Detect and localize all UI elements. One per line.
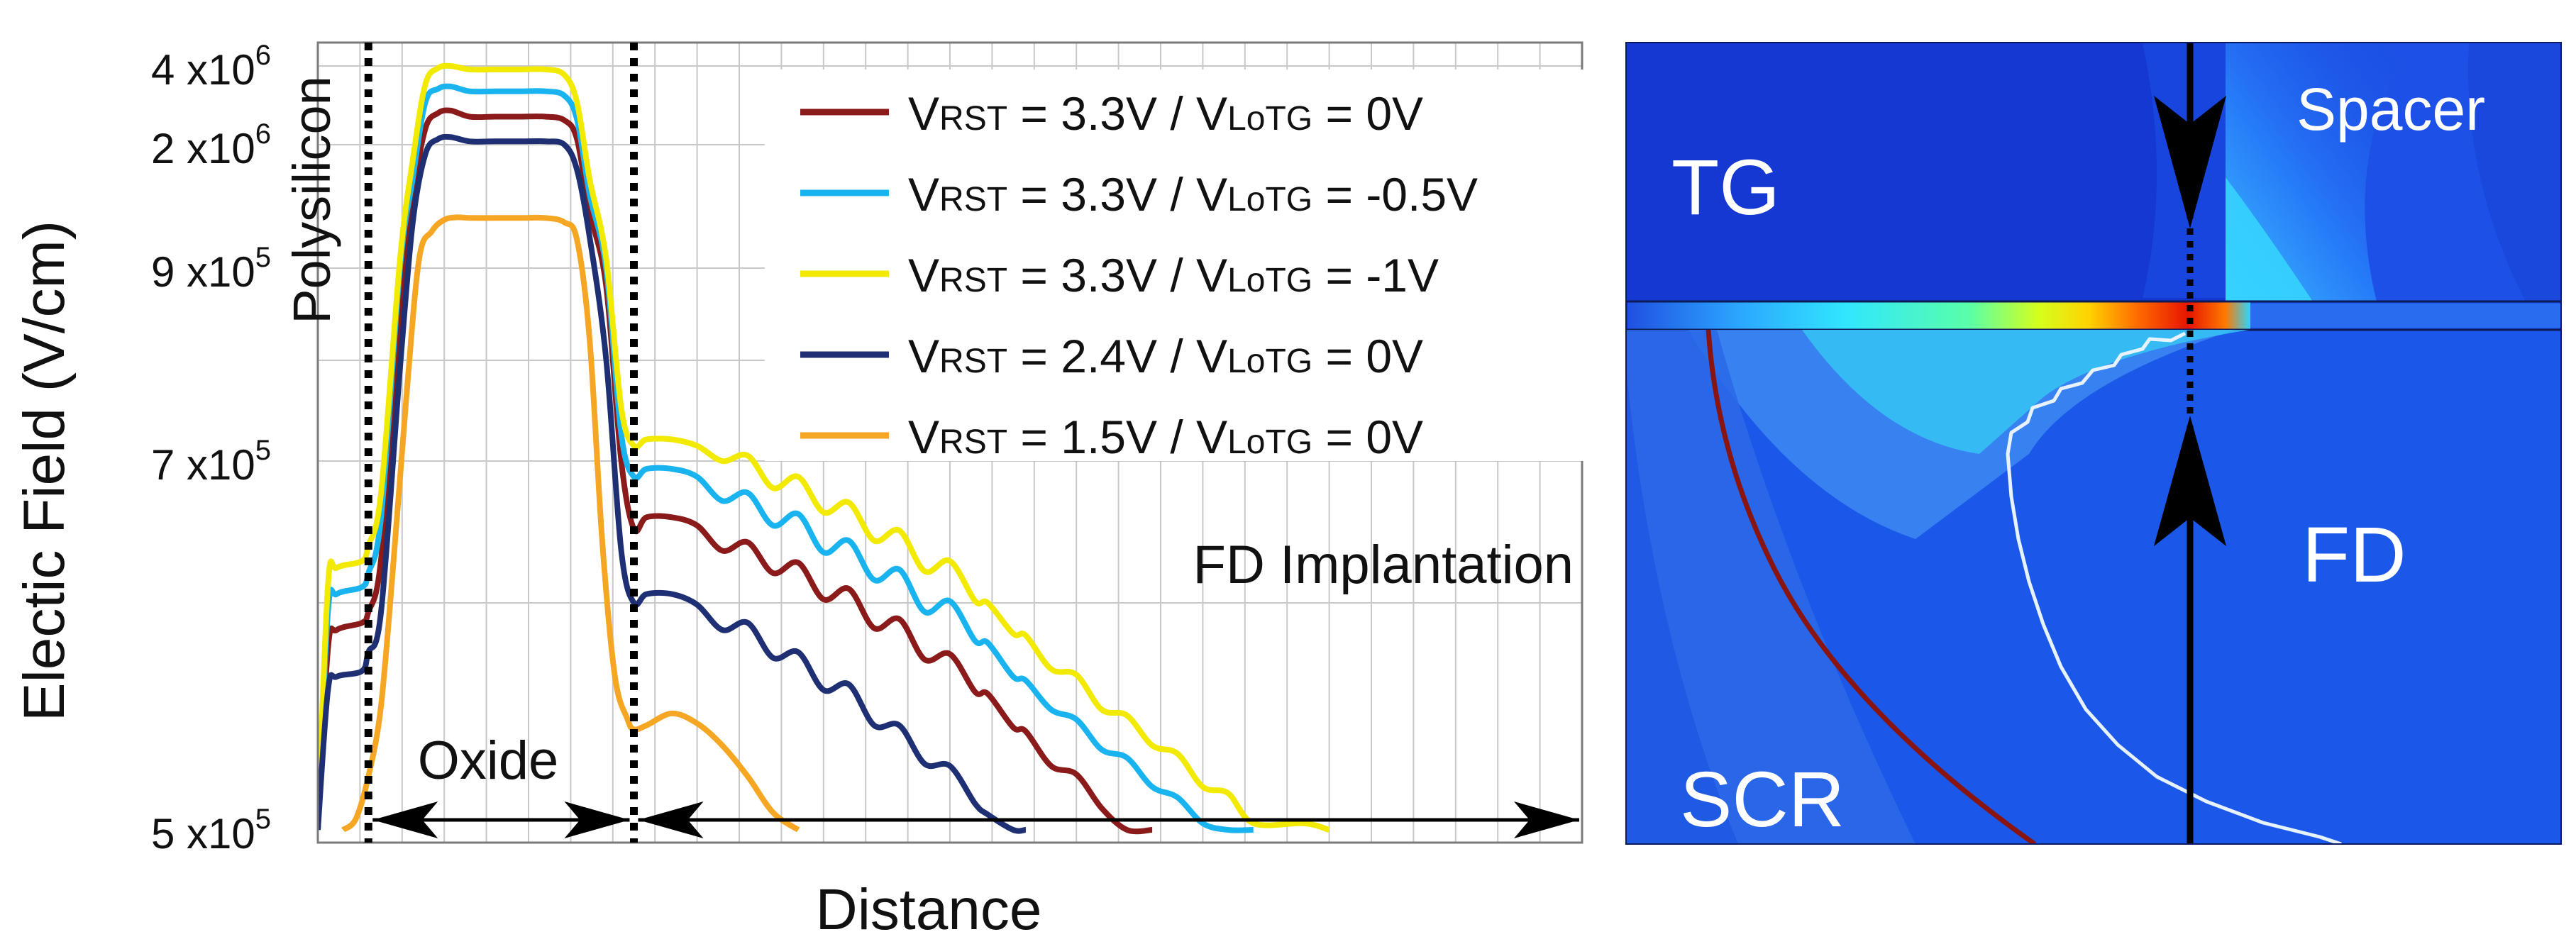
spacer-label: Spacer [2296,76,2485,143]
x-axis-label: Distance [815,877,1041,942]
legend-entry-label: VRST = 3.3V / VLoTG = -1V [908,249,1439,301]
chart-legend: VRST = 3.3V / VLoTG = 0V VRST = 3.3V / VL… [765,70,1588,463]
cut-arrow-down-icon [2154,96,2226,228]
series-line [318,107,1153,835]
legend-entry-label: VRST = 2.4V / VLoTG = 0V [908,330,1423,382]
arrow-left-icon [638,801,704,838]
arrow-right-icon [564,801,630,838]
arrow-right-icon [1514,801,1579,838]
legend-items: VRST = 3.3V / VLoTG = 0V VRST = 3.3V / VL… [800,87,1478,463]
y-axis-label: Electic Field (V/cm) [12,221,77,721]
legend-entry-label: VRST = 3.3V / VLoTG = 0V [908,87,1423,140]
series-line [341,214,800,833]
device-simulation-map: TG Spacer FD SCR [1626,43,2561,844]
fd-label: FD [2302,511,2406,599]
series-line [318,62,1330,833]
fd-implantation-span-arrow [638,801,1579,838]
scr-label: SCR [1680,756,1845,843]
y-tick-label: 5 x105 [151,804,271,858]
oxide-stripe-right [2250,304,2561,328]
spacer-field-contour-inner [2226,177,2313,301]
legend-background [765,70,1588,461]
spacer-field-contour-outer [2226,43,2412,301]
fd-implantation-label: FD Implantation [1193,535,1574,595]
y-tick-label: 7 x105 [151,435,271,489]
spacer-far-shading [2468,43,2561,301]
y-tick-label: 9 x105 [151,242,271,296]
electric-field-chart: Oxide FD Implantation Polysilicon VRST =… [12,40,1588,942]
y-tick-labels: 4 x106 2 x106 9 x105 7 x105 5 x105 [151,40,271,858]
legend-entry-label: VRST = 1.5V / VLoTG = 0V [908,411,1423,463]
junction-line [1706,329,2037,844]
field-contour-mid [1626,330,1916,844]
series-layer [318,62,1330,835]
oxide-span-arrow [372,801,630,838]
polysilicon-label: Polysilicon [282,76,341,324]
arrow-left-icon [372,801,438,838]
field-contour-cyan [1802,330,2249,454]
series-line [318,133,1027,834]
tg-label: TG [1671,144,1780,231]
sim-frame [1625,42,2562,845]
legend-entry-label: VRST = 3.3V / VLoTG = -0.5V [908,168,1478,221]
depletion-edge [2006,331,2342,844]
oxide-label: Oxide [418,731,559,791]
region-annotations: Oxide FD Implantation Polysilicon [282,76,1579,838]
oxide-field-stripe [1626,301,2250,330]
y-tick-label: 4 x106 [151,40,271,94]
transfer-gate-region [1626,43,2226,301]
field-contour-low [1626,369,1738,844]
y-tick-label: 2 x106 [151,118,271,172]
